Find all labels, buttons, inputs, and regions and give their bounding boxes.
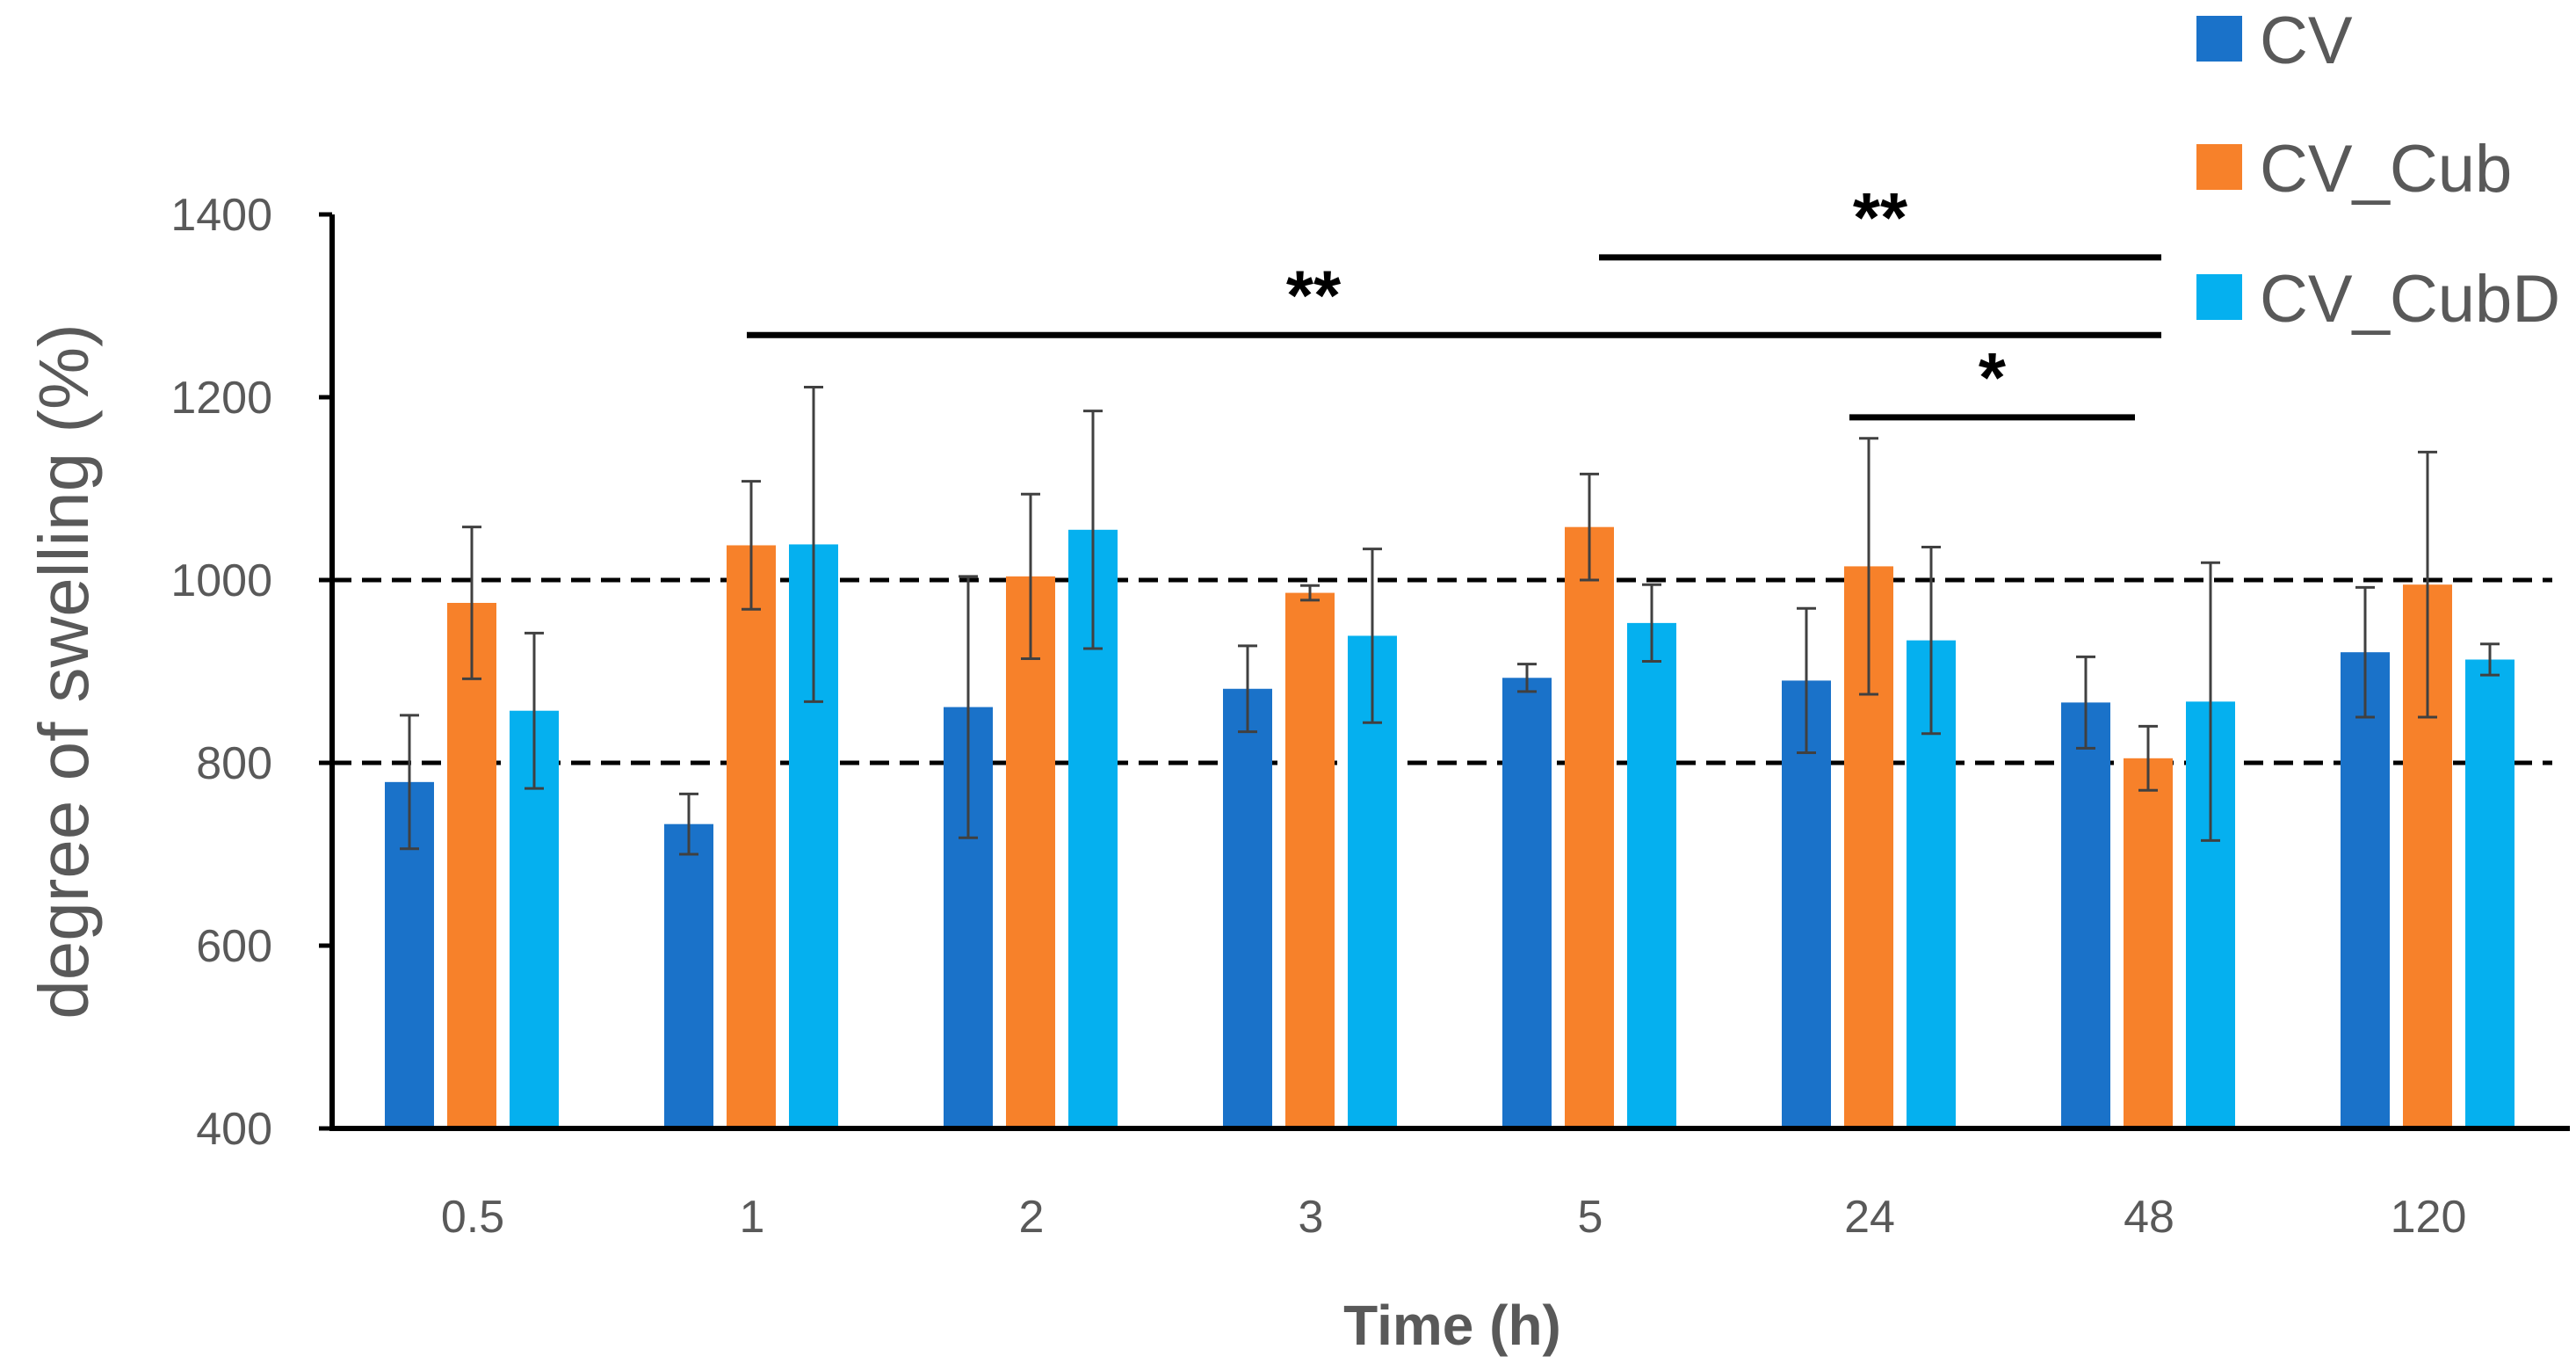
error-bar-cv-cub-24	[1859, 437, 1878, 696]
bar-cv-120	[2341, 652, 2390, 1128]
y-axis-title: degree of swelling (%)	[25, 323, 103, 1019]
bar-cv-1	[664, 823, 713, 1128]
x-axis-title: Time (h)	[1343, 1294, 1561, 1357]
bar-cv-cubd-120	[2465, 659, 2514, 1128]
error-bar-cv-cub-5	[1580, 472, 1599, 582]
significance-1-6: **	[747, 256, 2161, 338]
significance-brackets: *****	[747, 178, 2161, 421]
y-tick-label-1200: 1200	[170, 373, 272, 424]
error-bar-cv-cub-3	[1300, 584, 1320, 602]
error-bar-cv-cubd-24	[1921, 546, 1941, 736]
error-bars	[400, 386, 2500, 856]
error-bar-cv-3	[1238, 644, 1257, 734]
axes	[329, 214, 2570, 1131]
error-bar-cv-cubd-0-5	[525, 631, 544, 790]
x-tick-label-2: 2	[1019, 1192, 1045, 1243]
y-tick-label-400: 400	[196, 1104, 272, 1155]
significance-label: **	[1853, 178, 1908, 257]
x-ticks: 0.5 1 2 3 5 24 48 120	[441, 1192, 2467, 1243]
bar-cv-24	[1782, 680, 1831, 1128]
bar-cv-cub-48	[2124, 758, 2173, 1128]
significance-5-6: *	[1849, 338, 2135, 421]
bar-cv-cub-3	[1285, 592, 1335, 1128]
error-bar-cv-1	[679, 792, 698, 856]
y-tick-label-800: 800	[196, 738, 272, 789]
bar-cv-cub-2	[1006, 576, 1055, 1128]
bar-cv-3	[1223, 688, 1272, 1128]
error-bar-cv-2	[959, 575, 978, 839]
legend-label-cv: CV	[2260, 4, 2353, 78]
significance-label: *	[1979, 338, 2007, 417]
x-tick-label-0-5: 0.5	[441, 1192, 504, 1243]
error-bar-cv-0-5	[400, 714, 419, 851]
x-tick-label-5: 5	[1578, 1192, 1603, 1243]
legend-swatch-cv	[2196, 16, 2242, 62]
bar-cv-cub-0-5	[447, 603, 496, 1128]
error-bar-cv-cub-120	[2418, 450, 2437, 719]
legend-swatch-cv-cub	[2196, 144, 2242, 190]
error-bar-cv-120	[2355, 585, 2375, 719]
error-bar-cv-cub-48	[2138, 724, 2158, 792]
error-bar-cv-cub-0-5	[462, 526, 481, 680]
error-bar-cv-cubd-1	[804, 386, 823, 703]
bars	[385, 526, 2514, 1128]
bar-cv-cub-5	[1565, 526, 1614, 1128]
bar-cv-48	[2061, 702, 2110, 1128]
x-tick-label-3: 3	[1299, 1192, 1324, 1243]
bar-cv-cub-1	[727, 545, 776, 1128]
significance-4-6: **	[1599, 178, 2161, 261]
error-bar-cv-cubd-5	[1642, 583, 1661, 664]
error-bar-cv-5	[1517, 663, 1537, 693]
legend-swatch-cv-cubd	[2196, 274, 2242, 320]
error-bar-cv-cub-1	[742, 480, 761, 611]
x-tick-label-48: 48	[2124, 1192, 2174, 1243]
error-bar-cv-cubd-120	[2480, 642, 2500, 677]
significance-label: **	[1286, 256, 1342, 334]
reference-lines	[332, 577, 2552, 765]
legend-label-cv-cub: CV_Cub	[2260, 132, 2512, 207]
y-tick-label-600: 600	[196, 921, 272, 972]
y-tick-label-1400: 1400	[170, 190, 272, 241]
error-bar-cv-48	[2076, 655, 2095, 750]
x-tick-label-1: 1	[740, 1192, 765, 1243]
error-bar-cv-cubd-48	[2201, 561, 2220, 842]
x-tick-label-24: 24	[1844, 1192, 1895, 1243]
y-ticks: 400 600 800 1000 1200 1400	[170, 190, 332, 1155]
legend: CV CV_Cub CV_CubD	[2196, 4, 2560, 337]
bar-cv-5	[1502, 678, 1552, 1128]
x-tick-label-120: 120	[2391, 1192, 2467, 1243]
y-tick-label-1000: 1000	[170, 555, 272, 606]
legend-label-cv-cubd: CV_CubD	[2260, 262, 2560, 337]
error-bar-cv-cubd-3	[1363, 548, 1382, 724]
bar-cv-cubd-5	[1627, 622, 1676, 1128]
error-bar-cv-cub-2	[1021, 492, 1040, 660]
error-bar-cv-24	[1797, 606, 1816, 755]
error-bar-cv-cubd-2	[1083, 410, 1103, 650]
